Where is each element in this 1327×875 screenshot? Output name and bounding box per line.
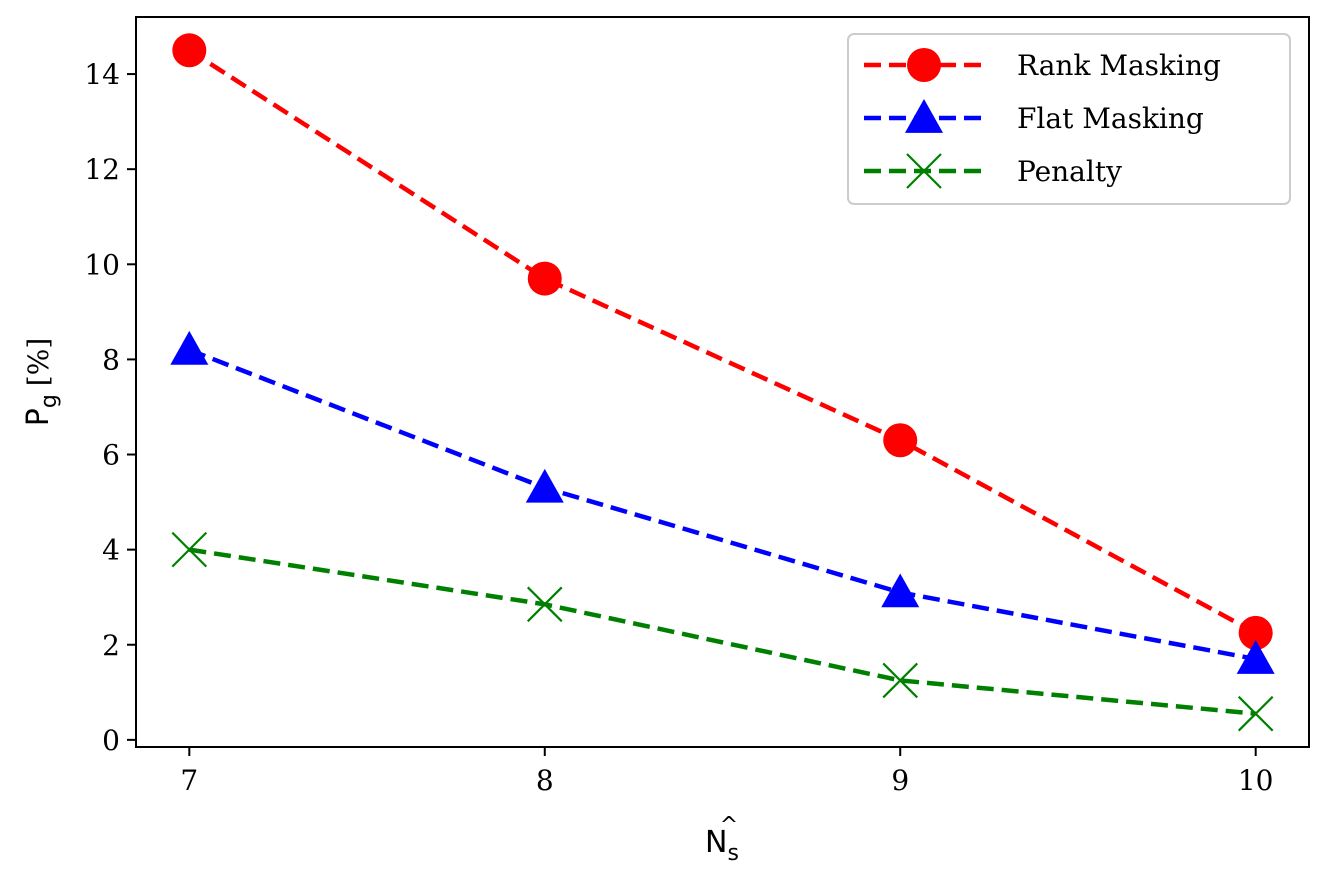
plot-area-frame — [135, 16, 1310, 748]
y-tick-label: 10 — [84, 248, 120, 281]
x-axis-label-subscript: s — [727, 841, 738, 866]
legend-label-penalty: Penalty — [1017, 155, 1122, 188]
legend-box — [847, 33, 1291, 205]
data-point-flat-masking — [525, 468, 564, 503]
legend-marker-flat-masking — [905, 99, 943, 133]
x-axis-label: Ns — [705, 825, 739, 866]
data-point-penalty — [882, 662, 919, 699]
y-tick-label: 4 — [102, 534, 120, 567]
y-tick-label: 12 — [84, 153, 120, 186]
x-axis-label-base: N — [705, 825, 727, 860]
legend-marker-rank-masking — [907, 48, 941, 82]
x-tick-label: 7 — [180, 764, 198, 797]
data-point-rank-masking — [883, 423, 918, 458]
x-tick-label: 9 — [891, 764, 909, 797]
data-point-penalty — [526, 586, 563, 623]
data-point-rank-masking — [172, 33, 207, 68]
legend-marker-penalty — [906, 153, 942, 189]
x-tick-label: 8 — [536, 764, 554, 797]
series-line-penalty — [188, 547, 1256, 716]
y-axis: 0 2 4 6 8 10 12 14 — [84, 58, 136, 757]
y-tick-label: 6 — [102, 439, 120, 472]
legend-label-flat-masking: Flat Masking — [1017, 102, 1204, 135]
data-point-flat-masking — [170, 330, 209, 365]
data-point-rank-masking — [1238, 615, 1273, 650]
y-tick-label: 14 — [84, 58, 120, 91]
legend: Rank Masking Flat Masking Penalty — [847, 33, 1291, 205]
series-line-rank-masking — [188, 48, 1257, 635]
x-axis-label-hat: ^ — [720, 813, 738, 838]
y-axis-label-unit: [%] — [22, 338, 55, 386]
x-axis: 7 8 9 10 — [180, 747, 1274, 797]
y-tick-label: 8 — [102, 343, 120, 376]
series-layer — [170, 33, 1275, 732]
y-axis-label-subscript: g — [37, 394, 62, 408]
series-line-flat-masking — [188, 347, 1257, 662]
legend-label-rank-masking: Rank Masking — [1017, 49, 1221, 82]
y-tick-label: 2 — [102, 629, 120, 662]
y-axis-label-base: P — [21, 408, 56, 426]
data-point-flat-masking — [881, 573, 920, 608]
x-tick-label: 10 — [1238, 764, 1274, 797]
y-tick-label: 0 — [102, 724, 120, 757]
data-point-penalty — [171, 531, 208, 568]
data-point-penalty — [1237, 695, 1274, 732]
data-point-flat-masking — [1236, 640, 1275, 674]
data-point-rank-masking — [527, 261, 562, 296]
y-axis-label: Pg [%] — [21, 338, 62, 427]
